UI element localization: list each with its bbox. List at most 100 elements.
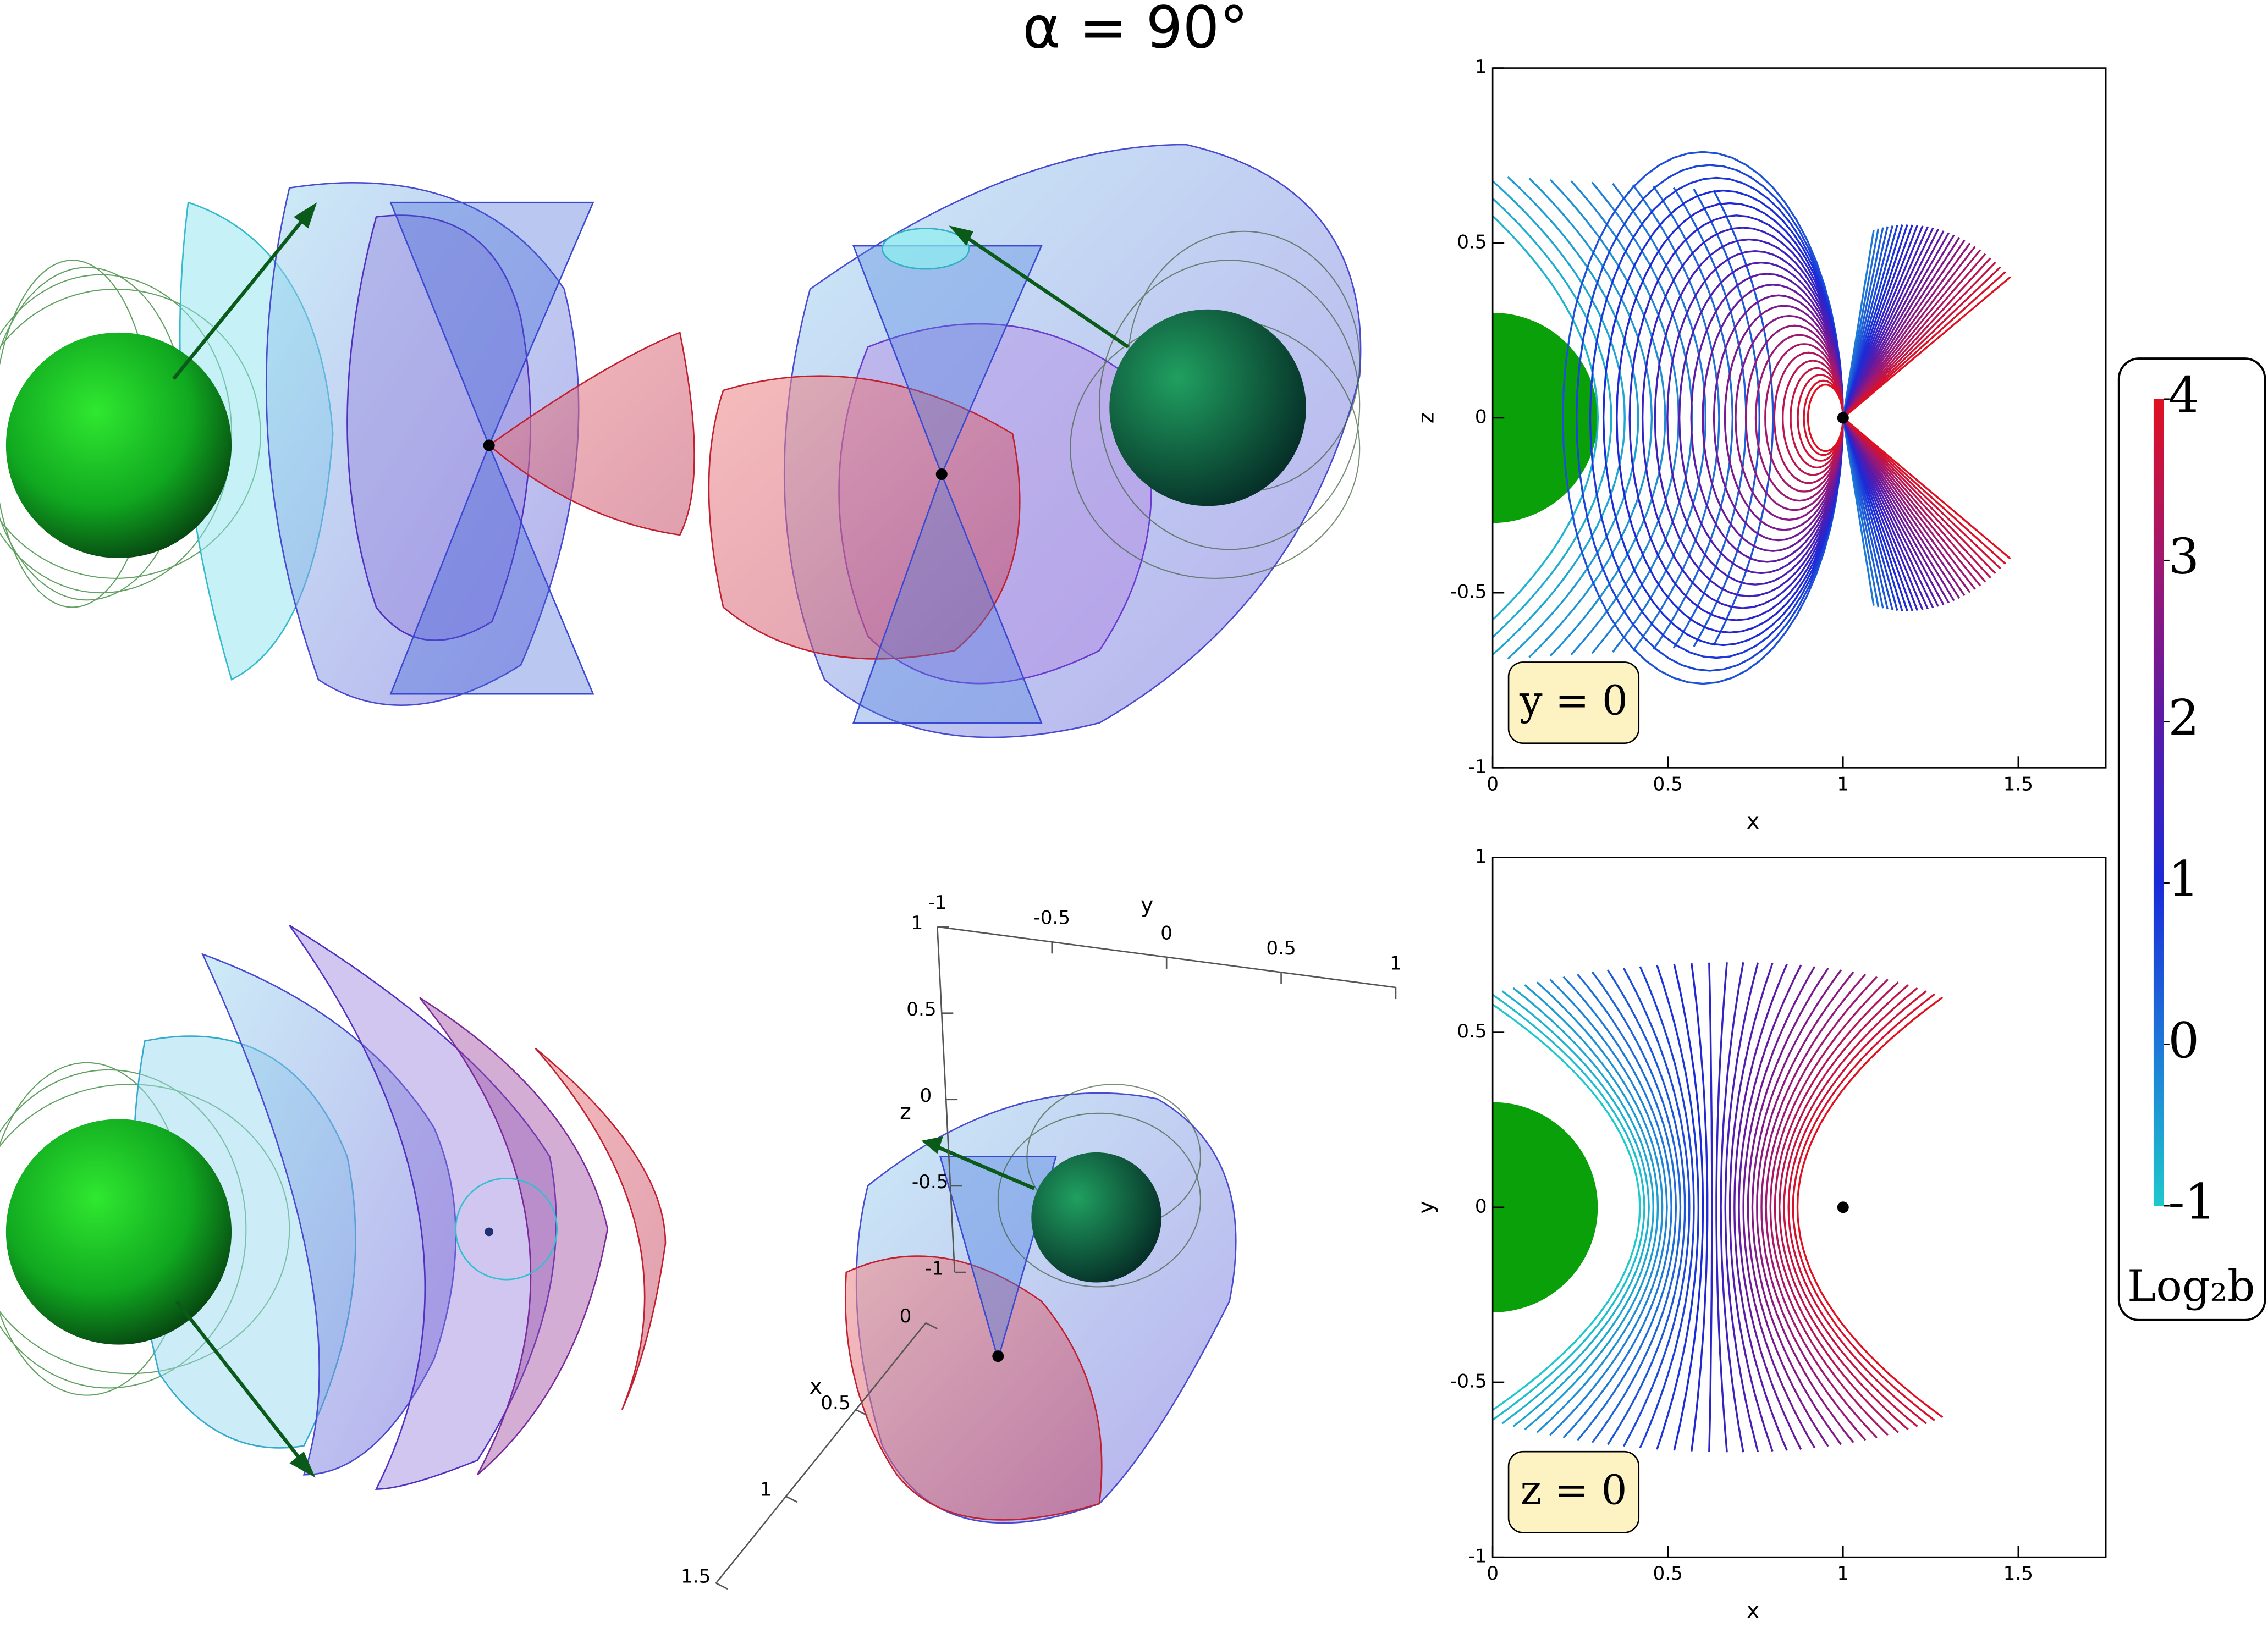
y-axis-label: y — [1413, 1201, 1439, 1213]
field-line — [1654, 238, 1845, 598]
field-line — [1713, 190, 1774, 646]
x-tick-label: 0.5 — [821, 1392, 850, 1414]
annotation-box — [1507, 1450, 1640, 1533]
field-line — [1842, 232, 1950, 418]
field-line — [1842, 227, 1934, 418]
field-line — [1493, 1003, 1641, 1411]
render-3d-top-right — [708, 144, 1362, 738]
field-line — [1493, 214, 1599, 621]
field-line — [1790, 367, 1845, 469]
field-line — [1842, 417, 1986, 583]
plot-area — [1493, 962, 1944, 1453]
field-line — [1842, 249, 1981, 419]
render-3d-bottom-mid — [844, 1084, 1237, 1524]
z-tick-label: 0.5 — [906, 998, 936, 1020]
field-line — [1842, 417, 1955, 601]
field-line — [1756, 971, 1854, 1443]
field-line — [1842, 417, 1976, 590]
field-line — [1735, 314, 1845, 521]
colorbar-tick-label: 0 — [2168, 1012, 2199, 1069]
field-line — [1528, 178, 1653, 658]
z-tick-label: 0 — [920, 1085, 932, 1107]
field-line — [1754, 334, 1845, 502]
field-line — [1591, 971, 1682, 1443]
plot-area — [1493, 151, 2011, 685]
y-tick-label: 0 — [1475, 406, 1487, 428]
annotation: y = 0 — [1519, 678, 1628, 725]
field-line — [1842, 417, 1961, 599]
field-line — [1842, 257, 1991, 419]
point — [1837, 1201, 1849, 1213]
field-line — [1561, 151, 1845, 685]
y-tick-label: 0.5 — [1457, 1020, 1487, 1042]
field-line — [1616, 202, 1845, 634]
colorbar-tick-label: 4 — [2168, 367, 2199, 424]
colorbar: -1 0 1 2 3 4 Log₂b — [2117, 357, 2266, 1321]
field-line — [1656, 964, 1700, 1450]
x-tick-label: 0.5 — [1653, 773, 1683, 795]
x-tick-label: 0.5 — [1653, 1563, 1683, 1585]
field-line — [1507, 176, 1639, 660]
field-line — [1602, 189, 1845, 647]
field-line — [1641, 227, 1845, 609]
field-line — [1493, 197, 1612, 639]
field-line — [1842, 234, 1955, 418]
field-line — [1639, 966, 1695, 1449]
x-tick-label: 1 — [759, 1479, 772, 1501]
field-line — [1751, 969, 1842, 1445]
x-tick — [715, 1582, 728, 1590]
field-line — [1842, 417, 1934, 609]
field-line — [1575, 164, 1845, 672]
x-tick-label: 1.5 — [2003, 773, 2033, 795]
field-line — [1765, 976, 1878, 1439]
y-axis-label: y — [1141, 892, 1153, 918]
field-line — [1693, 189, 1761, 647]
field-line — [1760, 974, 1867, 1441]
field-line — [1691, 963, 1709, 1452]
z-tick-label: -1 — [925, 1257, 944, 1279]
field-line — [1842, 417, 1991, 578]
field-line — [1738, 964, 1802, 1450]
field-line — [1842, 271, 2006, 419]
colorbar-label: Log₂b — [2127, 1261, 2255, 1311]
y-tick-label: 1 — [1475, 846, 1487, 868]
x-tick — [855, 1409, 868, 1416]
y-axis-label: z — [1413, 412, 1439, 424]
field-line — [1720, 962, 1744, 1453]
x-tick-label: 0 — [900, 1305, 912, 1327]
field-line — [1612, 183, 1706, 653]
z-tick-label: 1 — [911, 912, 923, 934]
field-line — [1797, 374, 1845, 462]
field-line — [1632, 184, 1720, 652]
field-line — [1549, 979, 1668, 1436]
z-tick-label: -0.5 — [912, 1171, 949, 1193]
field-line — [1842, 417, 2011, 560]
point — [1837, 412, 1849, 424]
x-tick-label: 0 — [1487, 773, 1499, 795]
x-tick-label: 1 — [1837, 773, 1849, 795]
field-line — [1773, 351, 1845, 484]
field-line — [1501, 990, 1650, 1425]
field-line — [1666, 250, 1845, 586]
field-line — [1774, 981, 1899, 1433]
field-line — [1708, 962, 1713, 1452]
field-line — [1713, 294, 1845, 542]
colorbar-bar — [2153, 399, 2164, 1206]
plot: 0 0.5 1 1.5 -1 -0.5 0 0.5 1 x y z = 0 — [1413, 846, 2107, 1624]
field-line — [1842, 242, 1971, 418]
field-line — [1702, 284, 1845, 552]
field-line — [1842, 236, 1961, 418]
field-line — [1803, 379, 1845, 456]
x-tick-label: 1.5 — [2003, 1563, 2033, 1585]
field-line — [1842, 261, 1996, 419]
field-line — [1524, 984, 1659, 1431]
y-tick-label: 1 — [1475, 56, 1487, 78]
field-line — [1781, 360, 1845, 476]
y-tick-label: 0 — [1160, 922, 1172, 944]
field-line — [1549, 179, 1666, 657]
field-line — [1842, 246, 1976, 419]
field-line — [1536, 981, 1664, 1433]
x-tick-label: 1.5 — [681, 1565, 711, 1587]
